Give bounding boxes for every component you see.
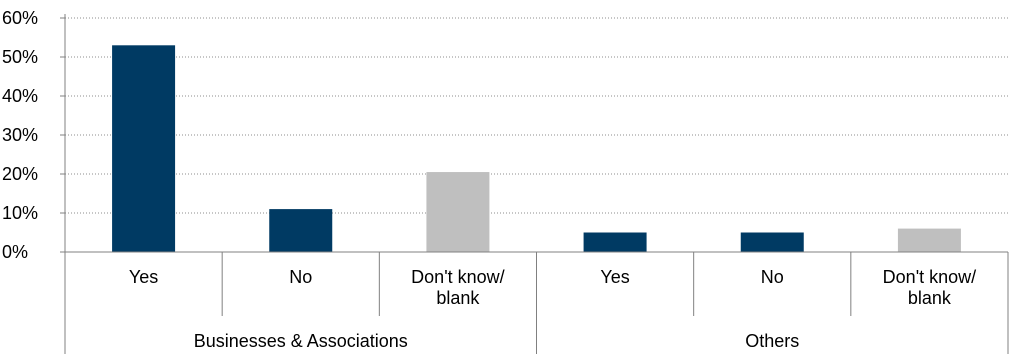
category-label: Don't know/blank (411, 267, 504, 308)
bars (112, 45, 961, 252)
category-label: Yes (600, 267, 629, 287)
category-label: Don't know/blank (883, 267, 976, 308)
y-tick-label: 10% (2, 203, 38, 223)
category-label: Yes (129, 267, 158, 287)
x-axis-category-labels: Yes No Don't know/blank Yes No Don't know/bla… (129, 267, 976, 308)
y-tick-label: 50% (2, 47, 38, 67)
y-tick-label: 30% (2, 125, 38, 145)
y-tick-label: 0% (2, 242, 28, 262)
bar (269, 209, 333, 252)
bar (583, 232, 647, 252)
bar (897, 228, 961, 252)
y-tick-label: 40% (2, 86, 38, 106)
bar (426, 172, 490, 252)
axes (64, 14, 1009, 354)
bar (112, 45, 176, 252)
x-axis-group-labels: Businesses & Associations Others (194, 331, 800, 351)
category-label: No (761, 267, 784, 287)
y-tick-label: 60% (2, 8, 38, 28)
gridlines (65, 17, 1008, 214)
group-label: Others (745, 331, 799, 351)
category-label: No (289, 267, 312, 287)
y-axis-ticks: 0% 10% 20% 30% 40% 50% 60% (2, 8, 65, 262)
bar (740, 232, 804, 252)
y-tick-label: 20% (2, 164, 38, 184)
group-label: Businesses & Associations (194, 331, 408, 351)
